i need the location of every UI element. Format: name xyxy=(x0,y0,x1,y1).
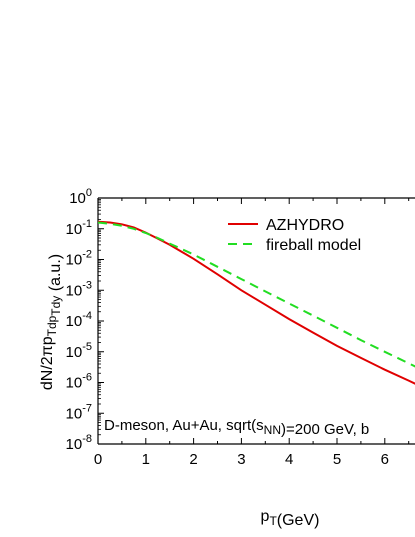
y-tick-label: 10-6 xyxy=(66,372,92,392)
series-layer xyxy=(98,220,415,385)
legend: AZHYDRO fireball model xyxy=(228,217,361,254)
x-tick-label: 6 xyxy=(381,451,389,468)
x-tick-label: 0 xyxy=(94,451,102,468)
series-line-azhydro xyxy=(98,220,415,385)
y-tick-label: 10-5 xyxy=(66,341,92,361)
x-tick-label: 3 xyxy=(237,451,245,468)
y-tick-label: 100 xyxy=(69,187,92,207)
y-tick-label: 10-2 xyxy=(66,249,92,269)
x-tick-label: 1 xyxy=(142,451,150,468)
plot-frame xyxy=(97,197,415,445)
x-tick-label: 5 xyxy=(333,451,341,468)
x-axis: 0 1 2 3 4 5 6 xyxy=(94,198,410,468)
y-tick-label: 10-7 xyxy=(66,402,92,422)
legend-label: AZHYDRO xyxy=(266,217,344,234)
x-tick-label: 4 xyxy=(285,451,293,468)
y-tick-label: 10-4 xyxy=(66,310,92,330)
annotation-text: D-meson, Au+Au, sqrt(sNN)=200 GeV, b xyxy=(104,417,369,438)
y-axis-label: dN/2πpTdpTdy (a.u.) xyxy=(39,254,64,390)
series-line-fireball-model xyxy=(98,221,415,368)
y-axis: 100 10-1 10-2 10-3 10-4 10-5 10-6 10-7 10-8 xyxy=(66,187,104,453)
x-tick-label: 2 xyxy=(189,451,197,468)
legend-label: fireball model xyxy=(266,237,361,254)
y-tick-label: 10-1 xyxy=(66,218,92,238)
x-axis-label: pT(GeV) xyxy=(261,508,320,529)
y-tick-label: 10-8 xyxy=(66,433,92,453)
y-tick-label: 10-3 xyxy=(66,279,92,299)
